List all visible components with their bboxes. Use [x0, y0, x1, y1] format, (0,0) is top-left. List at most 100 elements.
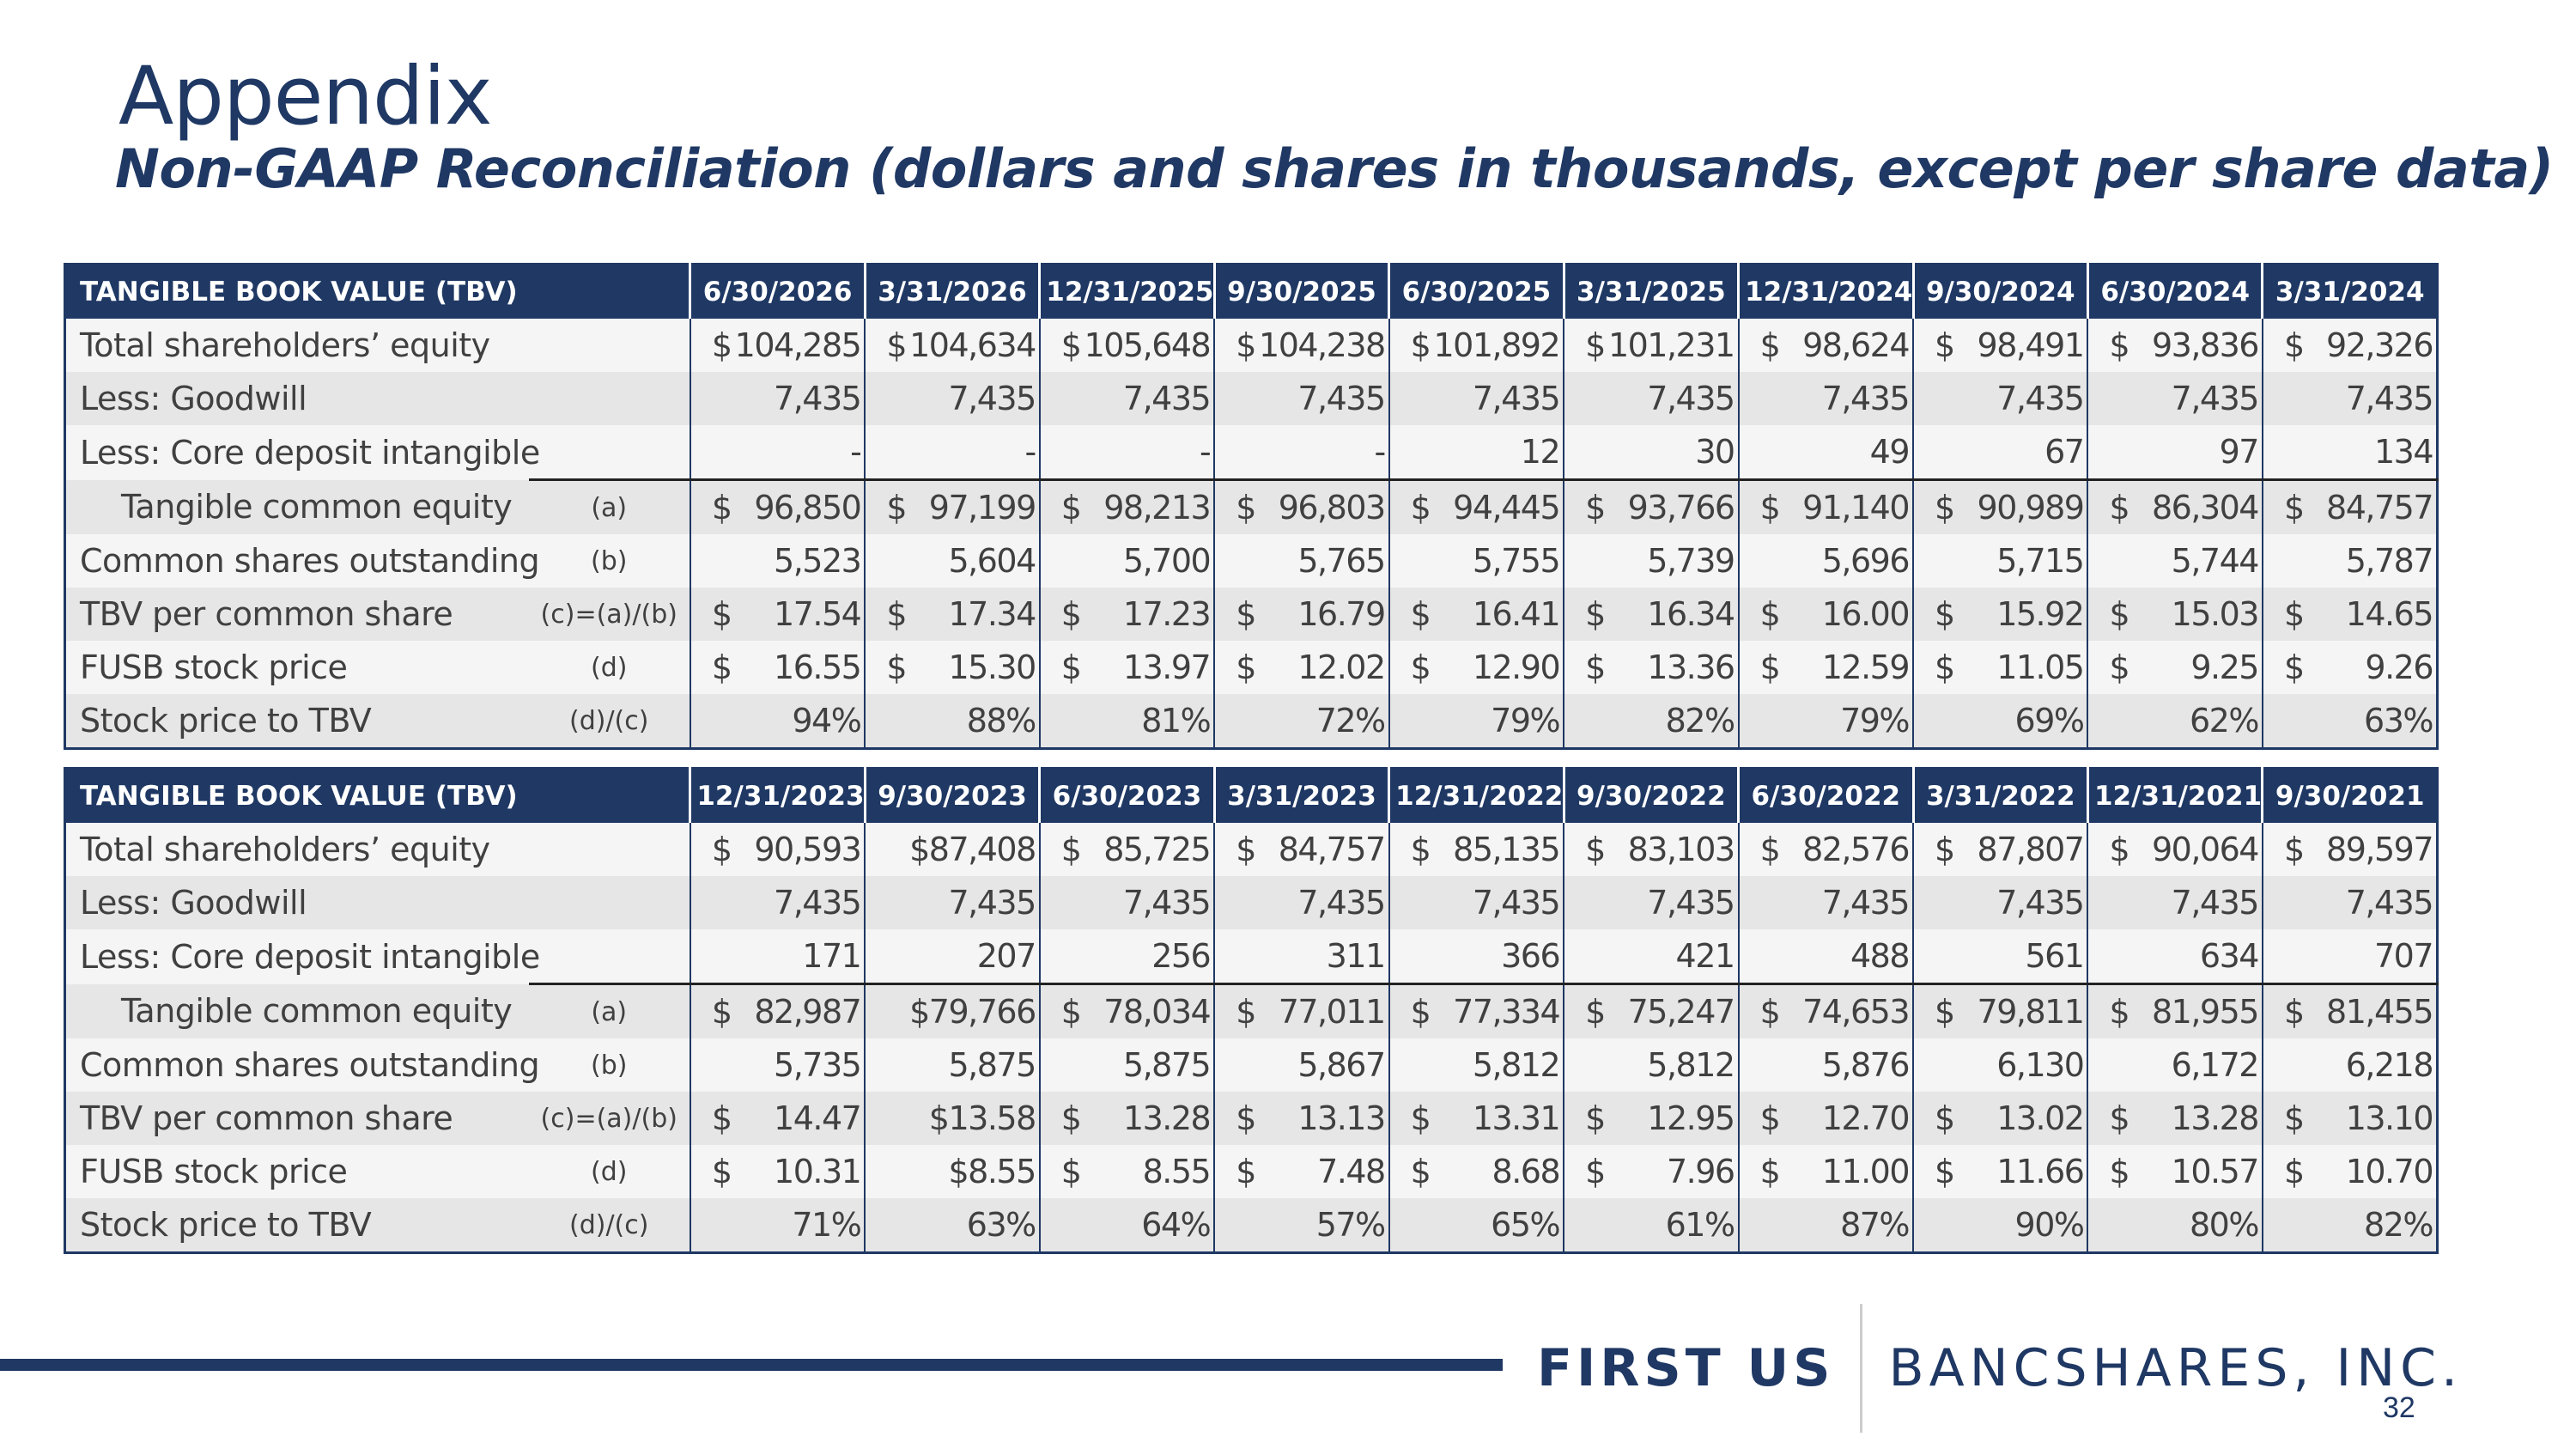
cell-value: 72%	[1315, 702, 1386, 740]
value-cell: $85,135	[1388, 823, 1564, 876]
dollar-sign: $	[2283, 326, 2305, 364]
cell-value: $13.58	[928, 1099, 1036, 1137]
cell-value: 5,739	[1647, 542, 1735, 580]
value-cell: $13.02	[1912, 1092, 2088, 1145]
row-label: Less: Core deposit intangible	[64, 929, 540, 984]
cell-value: 13.02	[1996, 1099, 2085, 1137]
value-cell: $10.31	[689, 1145, 866, 1198]
cell-value: 5,876	[1821, 1046, 1911, 1084]
value-cell: 5,715	[1912, 534, 2088, 588]
dollar-sign: $	[1759, 1099, 1781, 1137]
cell-value: 5,523	[774, 542, 862, 580]
value-cell: 94%	[689, 694, 866, 749]
cell-value: 5,867	[1297, 1046, 1386, 1084]
row-label: Less: Goodwill	[64, 876, 529, 929]
row-label: Common shares outstanding	[64, 534, 540, 588]
dollar-sign: $	[2283, 595, 2305, 633]
cell-value: 6,172	[2171, 1046, 2260, 1084]
cell-value: 14.65	[2345, 595, 2434, 633]
cell-value: 49	[1869, 433, 1911, 471]
cell-value: 71%	[792, 1206, 861, 1244]
value-cell: $98,213	[1038, 478, 1215, 534]
page-title: Appendix	[118, 50, 492, 143]
logo-divider	[1860, 1304, 1863, 1433]
cell-value: 15.30	[948, 648, 1036, 686]
column-date-header: 3/31/2026	[863, 264, 1040, 319]
dollar-sign: $	[711, 831, 732, 868]
value-cell: $13.13	[1213, 1092, 1389, 1145]
cell-value: 85,135	[1453, 831, 1560, 868]
cell-value: 82%	[1665, 702, 1735, 740]
table-header-row: TANGIBLE BOOK VALUE (TBV) 12/31/2023 9/30/…	[64, 768, 2438, 823]
cell-value: 7,435	[1472, 380, 1561, 417]
dollar-sign: $	[1935, 326, 1955, 364]
cell-value: 12	[1520, 433, 1561, 471]
cell-value: 90%	[2014, 1206, 2085, 1244]
cell-value: 5,735	[774, 1046, 862, 1084]
value-cell: $15.92	[1912, 588, 2088, 641]
table-row: Stock price to TBV (d)/(c) 71% 63% 64% 57% 65%…	[64, 1198, 2438, 1253]
cell-value: 92,326	[2326, 326, 2433, 364]
row-formula-ref	[528, 823, 690, 876]
cell-value: 98,213	[1103, 489, 1211, 527]
table-row: TBV per common share (c)=(a)/(b) $17.54 $17…	[64, 588, 2438, 641]
value-cell: 256	[1038, 929, 1215, 984]
value-cell: 5,696	[1737, 534, 1914, 588]
cell-value: 17.34	[948, 595, 1036, 633]
value-cell: $85,725	[1038, 823, 1215, 876]
value-cell: $104,285	[689, 319, 866, 372]
value-cell: $8.55	[1038, 1145, 1215, 1198]
value-cell: $13.28	[2087, 1092, 2263, 1145]
dollar-sign: $	[1585, 993, 1606, 1031]
cell-value: 7,435	[1297, 380, 1386, 417]
value-cell: $11.00	[1737, 1145, 1914, 1198]
cell-value: 7,435	[948, 884, 1036, 922]
value-cell: $81,455	[2261, 983, 2438, 1038]
value-cell: 5,700	[1038, 534, 1215, 588]
value-cell: $9.26	[2261, 641, 2438, 694]
dollar-sign: $	[2109, 489, 2129, 527]
cell-value: $8.55	[948, 1153, 1036, 1190]
value-cell: 82%	[1563, 694, 1739, 749]
cell-value: 421	[1675, 937, 1736, 975]
cell-value: 16.34	[1647, 595, 1735, 633]
cell-value: 13.13	[1297, 1099, 1386, 1137]
cell-value: 10.57	[2171, 1153, 2260, 1190]
column-date-header: 9/30/2021	[2261, 768, 2438, 823]
dollar-sign: $	[711, 648, 732, 686]
dollar-sign: $	[2109, 595, 2129, 633]
value-cell: 7,435	[1213, 372, 1389, 425]
cell-value: 65%	[1491, 1206, 1560, 1244]
value-cell: $11.05	[1912, 641, 2088, 694]
dollar-sign: $	[1410, 595, 1431, 633]
cell-value: 81%	[1141, 702, 1211, 740]
value-cell: 7,435	[2261, 876, 2438, 929]
cell-value: 207	[976, 937, 1037, 975]
cell-value: 7,435	[774, 380, 862, 417]
dollar-sign: $	[1060, 326, 1082, 364]
cell-value: 84,757	[2326, 489, 2433, 527]
dollar-sign: $	[711, 993, 732, 1031]
value-cell: 7,435	[1388, 876, 1564, 929]
column-date-header: 3/31/2022	[1911, 768, 2088, 823]
cell-value: 61%	[1665, 1206, 1735, 1244]
cell-value: 7,435	[774, 884, 862, 922]
value-cell: 7,435	[2261, 372, 2438, 425]
cell-value: 82,987	[754, 993, 861, 1031]
value-cell: 7,435	[1737, 372, 1914, 425]
cell-value: 7,435	[1472, 884, 1561, 922]
value-cell: 5,876	[1737, 1038, 1914, 1092]
cell-value: 5,755	[1472, 542, 1561, 580]
value-cell: $101,231	[1563, 319, 1739, 372]
cell-value: 7,435	[1821, 380, 1911, 417]
dollar-sign: $	[2109, 648, 2129, 686]
value-cell: $12.02	[1213, 641, 1389, 694]
value-cell: $12.70	[1737, 1092, 1914, 1145]
cell-value: 63%	[966, 1206, 1036, 1244]
value-cell: 7,435	[1563, 876, 1739, 929]
value-cell: 12	[1388, 425, 1564, 480]
cell-value: 707	[2373, 937, 2434, 975]
value-cell: 7,435	[1038, 876, 1215, 929]
cell-value: 15.92	[1996, 595, 2085, 633]
dollar-sign: $	[1410, 831, 1431, 868]
